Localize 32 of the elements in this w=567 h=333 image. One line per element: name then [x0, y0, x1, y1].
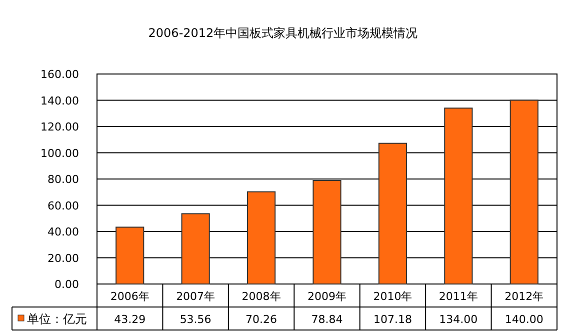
y-tick-label: 120.00 [40, 120, 79, 134]
bar [444, 108, 473, 284]
y-tick-label: 20.00 [48, 252, 79, 265]
data-label: 43.29 [114, 313, 146, 326]
y-tick-label: 160.00 [40, 68, 79, 81]
bar [510, 100, 538, 284]
data-label: 53.56 [180, 313, 212, 326]
bar [181, 213, 210, 284]
data-label: 70.26 [246, 313, 278, 326]
chart-title: 2006-2012年中国板式家具机械行业市场规模情况 [148, 26, 418, 40]
bar [116, 226, 144, 284]
y-tick-label: 100.00 [40, 146, 79, 160]
data-label: 78.84 [311, 313, 343, 326]
y-tick-label: 60.00 [48, 199, 79, 212]
x-tick-label: 2008年 [242, 290, 281, 303]
x-tick-label: 2007年 [176, 290, 216, 303]
data-label: 134.00 [439, 313, 478, 326]
y-tick-label: 140.00 [40, 94, 79, 108]
x-tick-label: 2011年 [438, 290, 478, 303]
bar [378, 142, 408, 284]
x-tick-label: 2009年 [308, 290, 346, 303]
bar [312, 180, 342, 284]
legend-label: 单位：亿元 [27, 312, 87, 326]
bar [246, 191, 276, 284]
data-label: 140.00 [504, 313, 544, 326]
x-tick-label: 2006年 [110, 290, 150, 303]
y-tick-label: 0.00 [54, 278, 79, 291]
y-tick-label: 40.00 [48, 226, 79, 238]
x-tick-label: 2012年 [504, 290, 544, 303]
y-tick-label: 80.00 [48, 173, 79, 186]
x-tick-label: 2010年 [373, 290, 412, 303]
data-label: 107.18 [373, 313, 412, 326]
